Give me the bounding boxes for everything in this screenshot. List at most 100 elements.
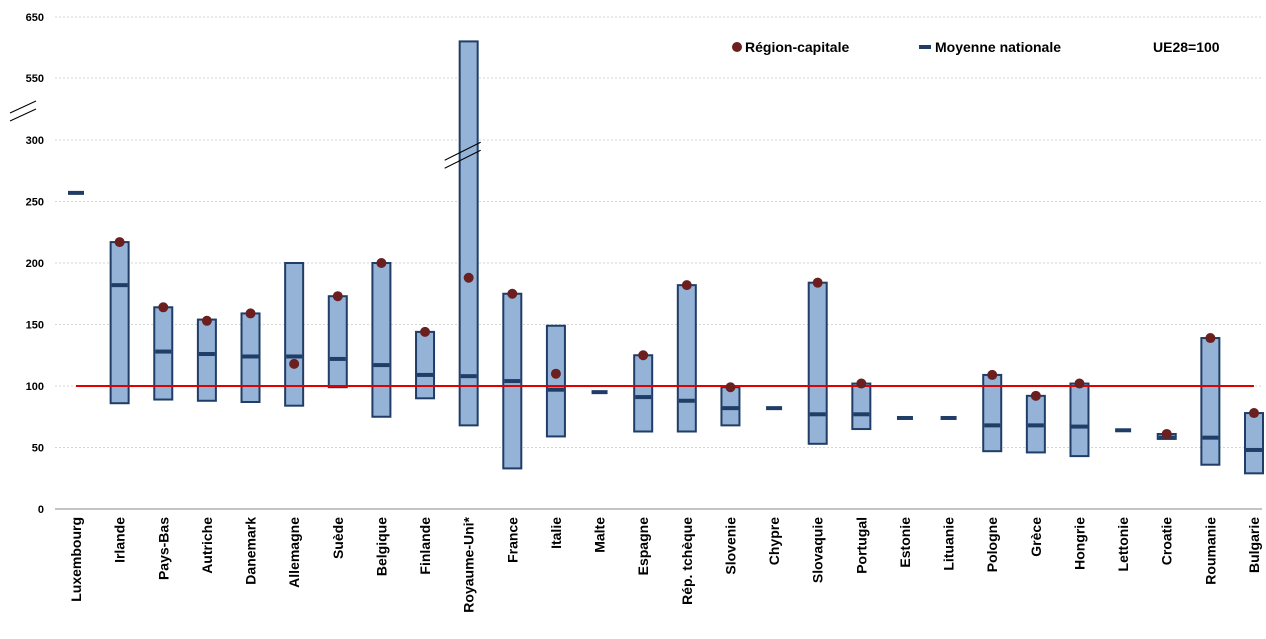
national-average-mark — [1202, 435, 1219, 440]
x-category-label: Espagne — [635, 517, 651, 576]
x-category-label: Croatie — [1159, 517, 1175, 565]
range-bar — [851, 382, 872, 431]
range-bar — [109, 241, 130, 405]
capital-region-mark — [376, 258, 387, 268]
x-category-label: Lituanie — [941, 517, 957, 571]
national-average-mark — [766, 406, 783, 411]
range-bar — [807, 281, 828, 445]
x-category-label: Suède — [330, 517, 346, 559]
x-category-label: France — [504, 517, 520, 563]
national-average-mark — [286, 354, 303, 359]
national-average-mark — [1071, 424, 1088, 429]
range-bar — [633, 354, 654, 433]
range-bar — [545, 324, 566, 438]
x-category-label: Autriche — [199, 517, 215, 574]
range-bar — [1200, 337, 1221, 466]
x-category-label: Italie — [548, 517, 564, 549]
x-category-label: Chypre — [766, 517, 782, 565]
national-average-mark — [1027, 423, 1044, 428]
national-average-mark — [809, 412, 826, 417]
capital-region-mark — [332, 291, 343, 302]
capital-region-mark — [1205, 333, 1216, 344]
x-category-label: Belgique — [373, 517, 389, 576]
x-category-label: Luxembourg — [68, 517, 84, 602]
y-tick-label: 150 — [26, 320, 44, 332]
range-bar — [1069, 382, 1090, 458]
legend-capital-label: Région-capitale — [745, 39, 849, 55]
national-average-mark — [155, 349, 172, 354]
range-bar — [284, 262, 305, 407]
y-tick-label: 0 — [38, 504, 44, 516]
national-average-mark — [460, 374, 477, 379]
national-average-mark — [111, 283, 128, 288]
legend-capital-marker — [732, 42, 742, 52]
axis-break-mark — [9, 100, 37, 114]
y-tick-label: 50 — [32, 443, 44, 455]
x-category-label: Rép. tchèque — [679, 517, 695, 605]
bars-layer — [109, 40, 1264, 475]
y-tick-label: 550 — [26, 73, 44, 85]
capital-region-mark — [201, 315, 212, 326]
y-tick-label: 300 — [26, 135, 44, 147]
x-category-label: Portugal — [853, 517, 869, 574]
range-bar — [196, 318, 217, 402]
capital-region-mark — [507, 288, 518, 299]
national-average-mark — [635, 395, 652, 400]
national-average-mark — [896, 415, 913, 420]
national-average-mark — [198, 352, 215, 357]
x-category-label: Allemagne — [286, 517, 302, 588]
national-average-mark — [940, 415, 957, 420]
x-category-label: Royaume-Uni* — [461, 516, 477, 612]
x-category-label: Irlande — [112, 517, 128, 563]
range-bar — [676, 284, 697, 433]
x-category-label: Slovenie — [722, 517, 738, 575]
legend-note: UE28=100 — [1153, 39, 1220, 55]
national-average-mark — [504, 379, 521, 384]
national-average-mark — [984, 423, 1001, 428]
national-average-mark — [853, 412, 870, 417]
x-category-label: Slovaquie — [810, 517, 826, 583]
y-tick-label: 100 — [26, 381, 44, 393]
capital-region-mark — [1249, 408, 1259, 419]
capital-region-mark — [158, 302, 169, 313]
x-category-label: Hongrie — [1071, 517, 1087, 570]
x-category-label: Pays-Bas — [155, 517, 171, 580]
national-average-mark — [547, 387, 564, 392]
capital-region-mark — [638, 350, 649, 361]
x-category-label: Danemark — [243, 517, 259, 585]
y-axis: 0 50 100 150 200 250 300 550 650 — [9, 12, 1262, 516]
capital-region-mark — [1030, 390, 1041, 401]
national-average-mark — [591, 390, 608, 395]
capital-region-mark — [1161, 428, 1172, 439]
y-tick-label: 650 — [26, 12, 44, 24]
capital-region-mark — [245, 308, 256, 319]
x-category-label: Bulgarie — [1246, 517, 1262, 573]
x-axis-labels: Luxembourg Irlande Pays-Bas Autriche Danemar… — [68, 516, 1262, 612]
range-bar — [415, 330, 436, 400]
capital-region-mark — [725, 382, 736, 393]
legend-national-label: Moyenne nationale — [935, 39, 1061, 55]
national-average-mark — [1246, 447, 1262, 452]
x-category-label: Finlande — [417, 517, 433, 575]
x-category-label: Lettonie — [1115, 517, 1131, 572]
national-average-mark — [329, 356, 346, 361]
national-average-mark — [722, 406, 739, 411]
legend-national-marker — [919, 45, 931, 49]
capital-region-mark — [1074, 378, 1085, 389]
capital-region-mark — [289, 358, 300, 369]
capital-region-mark — [420, 326, 431, 337]
y-tick-label: 200 — [26, 258, 44, 270]
x-category-label: Malte — [592, 517, 608, 553]
national-average-mark — [242, 354, 259, 359]
capital-region-mark — [812, 277, 823, 288]
range-bar — [327, 295, 348, 389]
national-average-mark — [1115, 428, 1132, 433]
legend: Région-capitale Moyenne nationale UE28=1… — [732, 39, 1220, 55]
capital-region-mark — [987, 369, 998, 380]
capital-region-mark — [114, 237, 125, 248]
national-average-mark — [68, 190, 84, 195]
x-category-label: Roumanie — [1202, 517, 1218, 585]
national-average-mark — [417, 372, 434, 377]
capital-region-mark — [463, 272, 474, 283]
